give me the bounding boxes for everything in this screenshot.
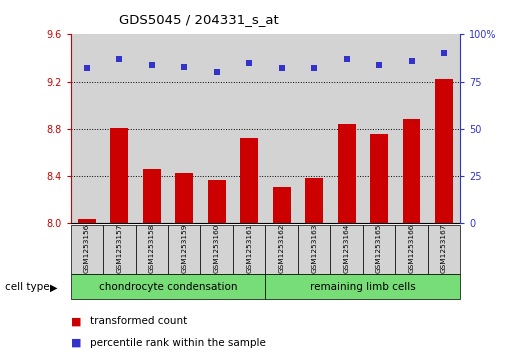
Bar <box>331 225 363 274</box>
Point <box>115 56 123 62</box>
Text: GSM1253156: GSM1253156 <box>84 224 90 273</box>
Bar <box>363 34 395 223</box>
Point <box>375 62 383 68</box>
Bar <box>143 169 161 223</box>
Text: GSM1253158: GSM1253158 <box>149 224 155 273</box>
Bar <box>266 34 298 223</box>
Point <box>245 60 253 66</box>
Bar <box>363 225 395 274</box>
Bar <box>428 225 460 274</box>
Bar <box>208 180 225 223</box>
Bar <box>71 225 103 274</box>
Text: percentile rank within the sample: percentile rank within the sample <box>90 338 266 348</box>
Text: ■: ■ <box>71 338 81 348</box>
Bar <box>233 225 266 274</box>
Text: GSM1253159: GSM1253159 <box>181 224 187 273</box>
Bar <box>78 219 96 223</box>
Bar <box>298 225 331 274</box>
Bar <box>103 225 135 274</box>
Text: transformed count: transformed count <box>90 316 188 326</box>
Point <box>278 66 286 72</box>
Bar <box>395 225 428 274</box>
Text: GSM1253165: GSM1253165 <box>376 224 382 273</box>
Bar <box>331 34 363 223</box>
Text: remaining limb cells: remaining limb cells <box>310 282 416 292</box>
Point <box>310 66 319 72</box>
Bar <box>266 274 460 299</box>
Text: GSM1253164: GSM1253164 <box>344 224 349 273</box>
Bar <box>240 138 258 223</box>
Text: ▶: ▶ <box>50 282 57 293</box>
Bar <box>403 119 420 223</box>
Text: chondrocyte condensation: chondrocyte condensation <box>99 282 237 292</box>
Text: GSM1253160: GSM1253160 <box>214 224 220 273</box>
Text: GSM1253161: GSM1253161 <box>246 224 252 273</box>
Text: GSM1253157: GSM1253157 <box>116 224 122 273</box>
Bar <box>110 128 128 223</box>
Text: cell type: cell type <box>5 282 50 293</box>
Text: GSM1253166: GSM1253166 <box>408 224 415 273</box>
Text: GSM1253162: GSM1253162 <box>279 224 285 273</box>
Bar <box>370 134 388 223</box>
Bar <box>298 34 331 223</box>
Bar <box>135 34 168 223</box>
Point <box>407 58 416 64</box>
Bar <box>233 34 266 223</box>
Bar <box>305 178 323 223</box>
Text: ■: ■ <box>71 316 81 326</box>
Bar <box>200 225 233 274</box>
Bar <box>103 34 135 223</box>
Point <box>343 56 351 62</box>
Point <box>212 69 221 75</box>
Bar <box>338 124 356 223</box>
Bar <box>175 172 193 223</box>
Point <box>147 62 156 68</box>
Bar <box>200 34 233 223</box>
Point <box>83 66 91 72</box>
Bar <box>71 274 266 299</box>
Point <box>440 50 448 56</box>
Text: GDS5045 / 204331_s_at: GDS5045 / 204331_s_at <box>119 13 279 26</box>
Bar <box>168 225 200 274</box>
Bar <box>435 79 453 223</box>
Bar <box>395 34 428 223</box>
Bar <box>71 34 103 223</box>
Bar <box>272 187 291 223</box>
Point <box>180 64 188 69</box>
Bar <box>168 34 200 223</box>
Text: GSM1253167: GSM1253167 <box>441 224 447 273</box>
Text: GSM1253163: GSM1253163 <box>311 224 317 273</box>
Bar <box>428 34 460 223</box>
Bar <box>135 225 168 274</box>
Bar <box>266 225 298 274</box>
